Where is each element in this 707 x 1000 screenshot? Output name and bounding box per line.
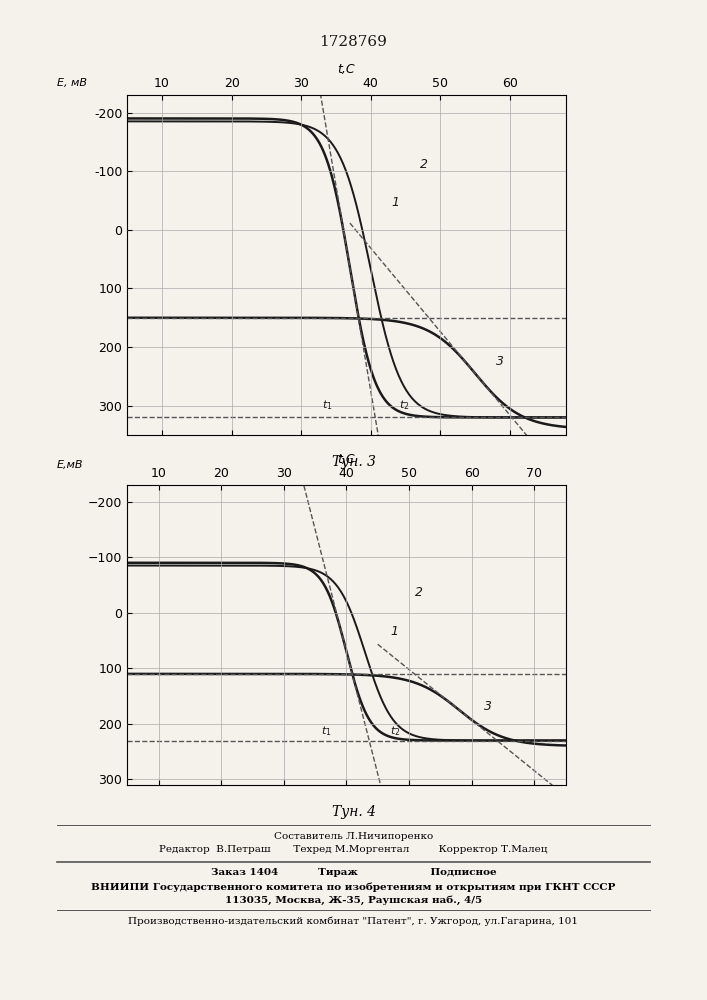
Text: $t_2$: $t_2$: [390, 724, 401, 738]
Text: 3: 3: [496, 355, 504, 368]
Text: Τун. 4: Τун. 4: [332, 805, 375, 819]
Text: 2: 2: [415, 586, 423, 599]
Text: 1: 1: [392, 196, 399, 209]
Text: 3: 3: [484, 700, 492, 713]
Text: Τун. 3: Τун. 3: [332, 455, 375, 469]
Text: $t_1$: $t_1$: [322, 724, 332, 738]
Text: E,мВ: E,мВ: [57, 460, 83, 470]
Text: Составитель Л.Ничипоренко: Составитель Л.Ничипоренко: [274, 832, 433, 841]
Text: Редактор  В.Петраш       Техред М.Моргентал         Корректор Т.Малец: Редактор В.Петраш Техред М.Моргентал Кор…: [159, 845, 548, 854]
Text: $t_1$: $t_1$: [322, 399, 333, 412]
Text: Производственно-издательский комбинат "Патент", г. Ужгород, ул.Гагарина, 101: Производственно-издательский комбинат "П…: [129, 917, 578, 926]
X-axis label: t,C: t,C: [338, 63, 355, 76]
Text: E, мВ: E, мВ: [57, 78, 87, 88]
Text: Заказ 1404           Тираж                    Подписное: Заказ 1404 Тираж Подписное: [211, 868, 496, 877]
Text: 1728769: 1728769: [320, 35, 387, 49]
Text: $t_2$: $t_2$: [399, 399, 409, 412]
Text: 113035, Москва, Ж-35, Раушская наб., 4/5: 113035, Москва, Ж-35, Раушская наб., 4/5: [225, 895, 482, 905]
Text: 2: 2: [419, 158, 428, 171]
Text: ВНИИПИ Государственного комитета по изобретениям и открытиям при ГКНТ СССР: ВНИИПИ Государственного комитета по изоб…: [91, 882, 616, 892]
X-axis label: t,C: t,C: [338, 453, 355, 466]
Text: 1: 1: [390, 625, 398, 638]
